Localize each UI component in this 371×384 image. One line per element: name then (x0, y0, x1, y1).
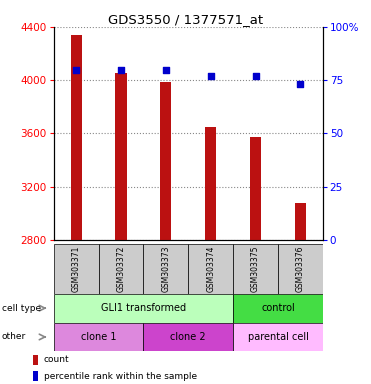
Text: GSM303373: GSM303373 (161, 245, 170, 292)
Bar (54, 294, 233, 323)
Bar (144, 323, 233, 351)
Text: GSM303372: GSM303372 (116, 246, 125, 292)
Bar (33, 355, 38, 365)
Point (163, 66, 169, 73)
Text: percentile rank within the sample: percentile rank within the sample (44, 372, 197, 381)
Text: GSM303375: GSM303375 (251, 245, 260, 292)
Bar (160, 82, 171, 240)
Text: GDS3550 / 1377571_at: GDS3550 / 1377571_at (108, 13, 263, 26)
Bar (144, 244, 188, 294)
Text: cell type: cell type (2, 304, 41, 313)
Bar (33, 371, 38, 381)
Text: GSM303376: GSM303376 (296, 245, 305, 292)
Bar (250, 137, 261, 240)
Bar (233, 244, 278, 294)
Text: parental cell: parental cell (247, 332, 308, 342)
Point (73, 66, 79, 73)
Bar (188, 244, 233, 294)
Bar (205, 127, 216, 240)
Bar (54, 244, 99, 294)
Bar (115, 73, 127, 240)
Point (253, 73, 259, 79)
Bar (99, 244, 144, 294)
Text: count: count (44, 355, 69, 364)
Point (208, 73, 214, 79)
Bar (233, 294, 323, 323)
Bar (70, 35, 82, 240)
Bar (233, 323, 323, 351)
Text: GSM303371: GSM303371 (72, 246, 81, 292)
Bar (278, 244, 323, 294)
Text: clone 2: clone 2 (170, 332, 206, 342)
Point (118, 66, 124, 73)
Point (298, 81, 303, 88)
Text: GLI1 transformed: GLI1 transformed (101, 303, 186, 313)
Text: other: other (2, 333, 26, 341)
Text: GSM303374: GSM303374 (206, 245, 215, 292)
Text: control: control (261, 303, 295, 313)
Text: clone 1: clone 1 (81, 332, 116, 342)
Bar (295, 203, 306, 240)
Bar (54, 323, 144, 351)
